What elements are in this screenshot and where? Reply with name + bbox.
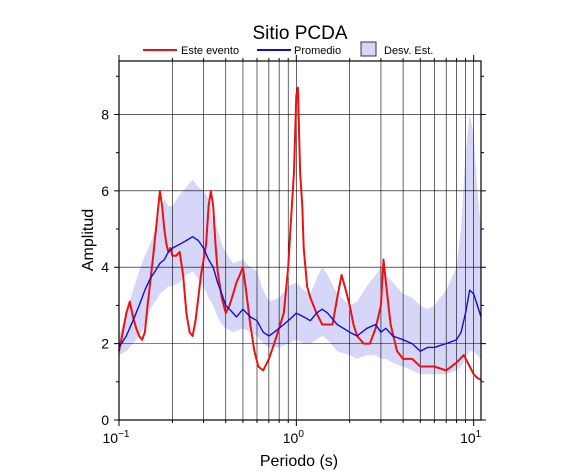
legend-label-std: Desv. Est. bbox=[384, 45, 433, 57]
x-grid bbox=[118, 61, 474, 420]
y-tick-label: 6 bbox=[101, 183, 109, 199]
y-tick-label: 8 bbox=[101, 106, 109, 122]
legend: Este evento Promedio Desv. Est. bbox=[143, 41, 433, 57]
event-series-line bbox=[118, 86, 482, 381]
x-tick-label: 10−1 bbox=[103, 429, 130, 446]
x-tick-label-exponent: 0 bbox=[298, 429, 304, 440]
x-tick-label-exponent: −1 bbox=[118, 429, 130, 440]
y-tick-label: 2 bbox=[101, 336, 109, 352]
x-tick-label-base: 10 bbox=[460, 430, 476, 446]
std-band bbox=[119, 114, 481, 375]
legend-label-event: Este evento bbox=[181, 45, 239, 57]
y-tick-label: 4 bbox=[101, 259, 109, 275]
y-axis-label: Amplitud bbox=[80, 209, 97, 271]
mean-series-line bbox=[118, 236, 482, 352]
plot-frame bbox=[118, 60, 482, 421]
x-tick-label-base: 10 bbox=[283, 430, 299, 446]
chart-title: Sitio PCDA bbox=[252, 23, 347, 44]
y-tick-label: 0 bbox=[101, 412, 109, 428]
x-ticks: 10−1 100 101 bbox=[103, 55, 482, 446]
x-axis-label: Periodo (s) bbox=[260, 453, 338, 470]
legend-swatch-std bbox=[360, 41, 377, 57]
x-tick-label-base: 10 bbox=[103, 430, 119, 446]
x-tick-label: 100 bbox=[283, 429, 305, 446]
x-tick-label-exponent: 1 bbox=[476, 429, 482, 440]
y-ticks: 0 2 4 6 8 bbox=[101, 75, 486, 428]
x-tick-label: 101 bbox=[460, 429, 482, 446]
legend-label-mean: Promedio bbox=[294, 45, 341, 57]
